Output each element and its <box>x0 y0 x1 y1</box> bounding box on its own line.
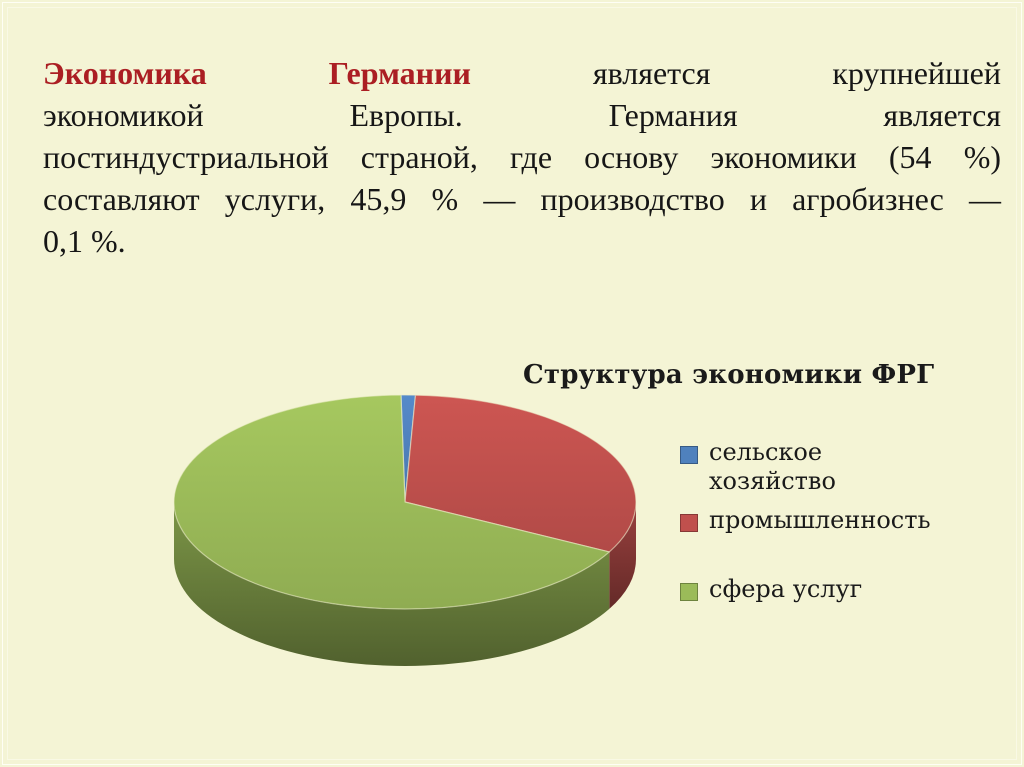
legend-swatch-agriculture <box>680 446 698 464</box>
intro-line: экономикой Европы. Германия является <box>43 94 1001 136</box>
intro-line: Экономика Германии является крупнейшей <box>43 52 1001 94</box>
pie-side-2 <box>174 502 610 666</box>
legend-item-agriculture: сельское хозяйство <box>680 438 949 496</box>
intro-text: составляют услуги, 45,9 % — производство… <box>43 181 1001 217</box>
legend-label: сфера услуг <box>709 575 863 603</box>
intro-lead: Экономика Германии <box>43 55 471 91</box>
chart-legend: сельское хозяйство промышленность сфера … <box>680 438 949 604</box>
intro-line: постиндустриальной страной, где основу э… <box>43 136 1001 178</box>
chart-title: Структура экономики ФРГ <box>523 360 935 390</box>
legend-item-industry: промышленность <box>680 506 949 535</box>
intro-line: составляют услуги, 45,9 % — производство… <box>43 178 1001 220</box>
legend-item-services: сфера услуг <box>680 575 949 604</box>
legend-label: промышленность <box>709 506 931 534</box>
intro-text: постиндустриальной страной, где основу э… <box>43 139 1001 175</box>
intro-line: 0,1 %. <box>43 220 1001 262</box>
intro-text: является крупнейшей <box>470 55 1001 91</box>
pie-slice-2 <box>173 394 610 610</box>
legend-label: сельское хозяйство <box>709 438 836 495</box>
legend-swatch-services <box>680 583 698 601</box>
intro-text: 0,1 %. <box>43 223 126 259</box>
intro-text: экономикой Европы. Германия является <box>43 97 1001 133</box>
legend-swatch-industry <box>680 514 698 532</box>
pie-slice-1 <box>404 394 637 553</box>
intro-paragraph: Экономика Германии является крупнейшей э… <box>43 52 1001 262</box>
